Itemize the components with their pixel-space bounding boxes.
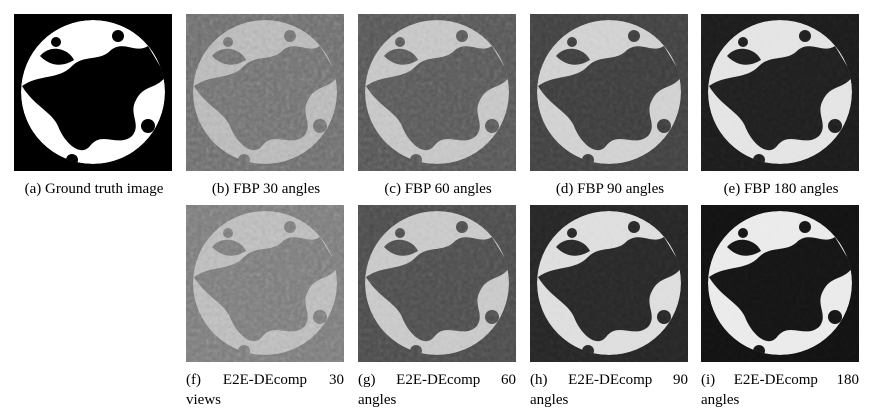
reconstruction-image [186, 205, 344, 362]
caption: (f) E2E-DEcomp 30 views [186, 372, 344, 408]
reconstruction-image [358, 205, 516, 362]
panel: (g) E2E-DEcomp 60 angles [358, 205, 518, 410]
reconstruction-image [701, 205, 859, 362]
panel: (c) FBP 60 angles [358, 14, 518, 198]
caption: (d) FBP 90 angles [555, 181, 665, 197]
caption: (b) FBP 30 angles [211, 181, 321, 197]
caption: (e) FBP 180 angles [723, 181, 839, 197]
caption: (h) E2E-DEcomp 90 angles [530, 372, 688, 408]
panel: (e) FBP 180 angles [701, 14, 861, 198]
caption: (i) E2E-DEcomp 180 angles [701, 372, 859, 408]
caption: (g) E2E-DEcomp 60 angles [358, 372, 516, 408]
reconstruction-image [14, 14, 172, 171]
reconstruction-image [186, 14, 344, 171]
panel: (a) Ground truth image [14, 14, 174, 198]
panel: (b) FBP 30 angles [186, 14, 346, 198]
reconstruction-image [530, 14, 688, 171]
caption: (a) Ground truth image [24, 181, 164, 197]
reconstruction-image [358, 14, 516, 171]
panel: (i) E2E-DEcomp 180 angles [701, 205, 861, 410]
reconstruction-image [530, 205, 688, 362]
panel: (f) E2E-DEcomp 30 views [186, 205, 346, 410]
panel: (h) E2E-DEcomp 90 angles [530, 205, 690, 410]
reconstruction-image [701, 14, 859, 171]
panel: (d) FBP 90 angles [530, 14, 690, 198]
caption: (c) FBP 60 angles [384, 181, 492, 197]
